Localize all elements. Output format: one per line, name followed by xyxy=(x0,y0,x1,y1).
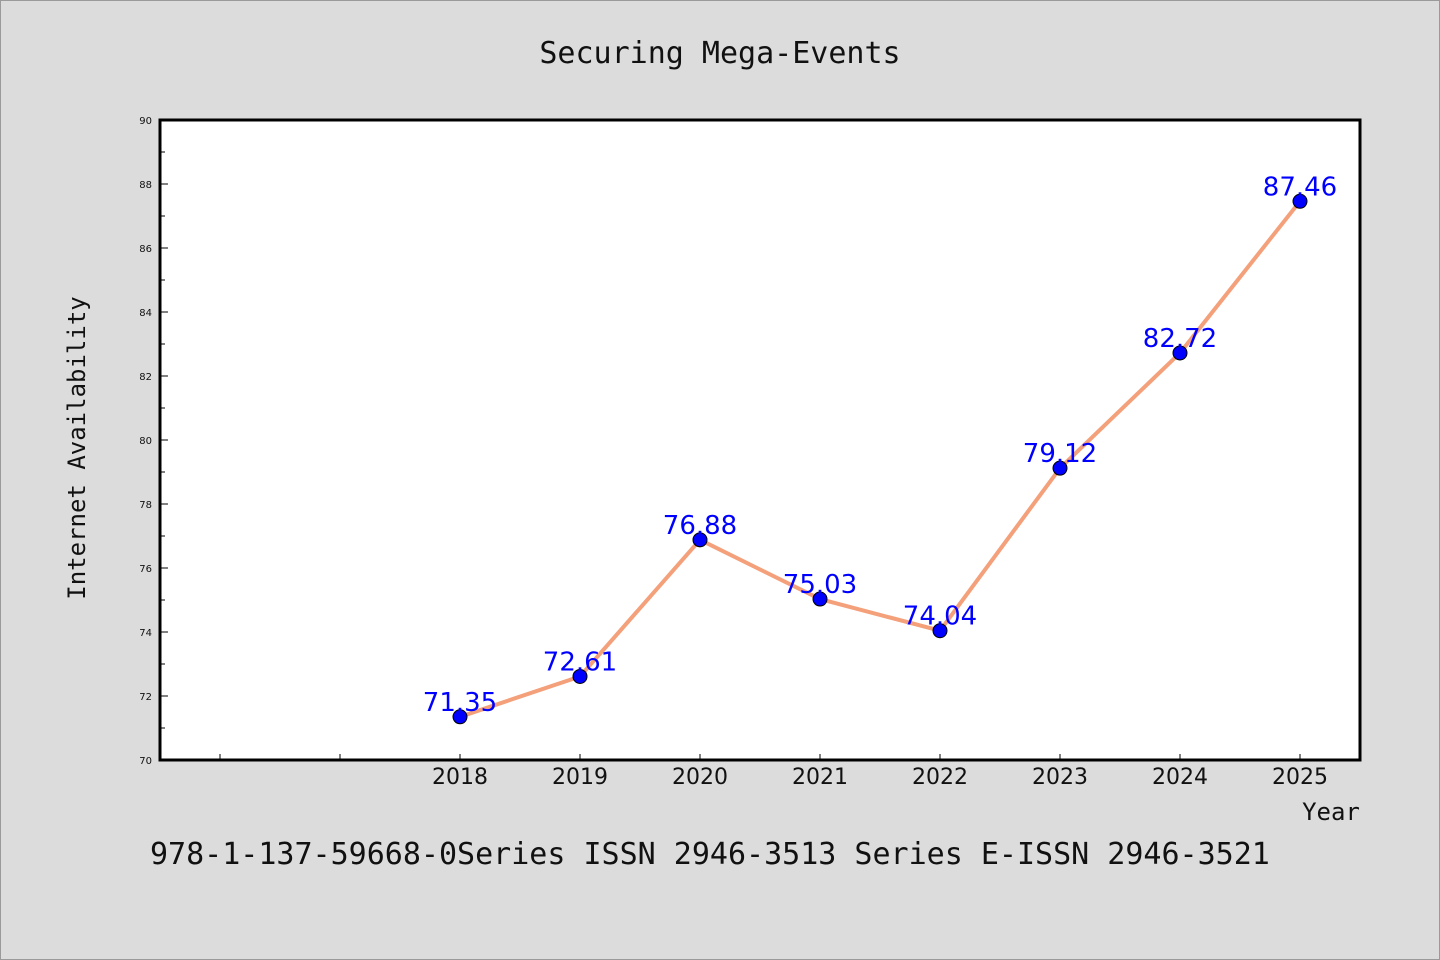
data-label: 76.88 xyxy=(663,511,737,541)
x-tick-label: 2019 xyxy=(552,765,608,790)
data-label: 71.35 xyxy=(423,688,497,718)
data-point xyxy=(1292,193,1308,209)
data-label: 74.04 xyxy=(903,602,977,632)
y-axis-title: Internet Availability xyxy=(63,296,91,599)
plot-area xyxy=(158,118,1362,762)
data-point xyxy=(932,623,948,639)
series-line xyxy=(458,199,1302,719)
data-label: 75.03 xyxy=(783,570,857,600)
footer-isbn-issn: 978-1-137-59668-0Series ISSN 2946-3513 S… xyxy=(150,837,1270,872)
y-tick-label: 88 xyxy=(139,180,152,191)
x-tick-label: 2025 xyxy=(1272,765,1328,790)
data-point xyxy=(1052,460,1068,476)
y-tick-label: 80 xyxy=(139,436,152,447)
y-tick-label: 90 xyxy=(139,116,152,127)
data-labels: 71.35 72.61 76.88 75.03 74.04 79.12 82.72 87.46 xyxy=(423,172,1337,718)
data-point xyxy=(572,668,588,684)
x-tick-label: 2021 xyxy=(792,765,848,790)
y-tick-label: 72 xyxy=(139,692,152,703)
data-label: 87.46 xyxy=(1263,172,1337,202)
y-tick-label: 86 xyxy=(139,244,152,255)
x-tick-label: 2023 xyxy=(1032,765,1088,790)
data-point xyxy=(452,709,468,725)
data-point xyxy=(812,591,828,607)
y-tick-label: 70 xyxy=(139,756,152,767)
data-label: 72.61 xyxy=(543,647,617,677)
x-tick-label: 2022 xyxy=(912,765,968,790)
data-series xyxy=(452,193,1308,725)
data-label: 82.72 xyxy=(1143,324,1217,354)
x-tick-label: 2020 xyxy=(672,765,728,790)
x-tick-label: 2024 xyxy=(1152,765,1208,790)
data-point xyxy=(1172,345,1188,361)
y-tick-label: 74 xyxy=(139,628,152,639)
x-axis: 2018 2019 2020 2021 2022 2023 2024 2025 xyxy=(219,754,1328,790)
y-axis: 70 72 74 76 78 80 82 84 86 88 90 xyxy=(139,116,168,767)
x-tick-label: 2018 xyxy=(432,765,488,790)
data-point xyxy=(692,532,708,548)
data-label: 79.12 xyxy=(1023,439,1097,469)
chart-title: Securing Mega-Events xyxy=(539,36,900,71)
y-tick-label: 76 xyxy=(139,564,152,575)
y-tick-label: 78 xyxy=(139,500,152,511)
y-tick-label: 84 xyxy=(139,308,152,319)
x-axis-title: Year xyxy=(1302,798,1360,826)
y-tick-label: 82 xyxy=(139,372,152,383)
